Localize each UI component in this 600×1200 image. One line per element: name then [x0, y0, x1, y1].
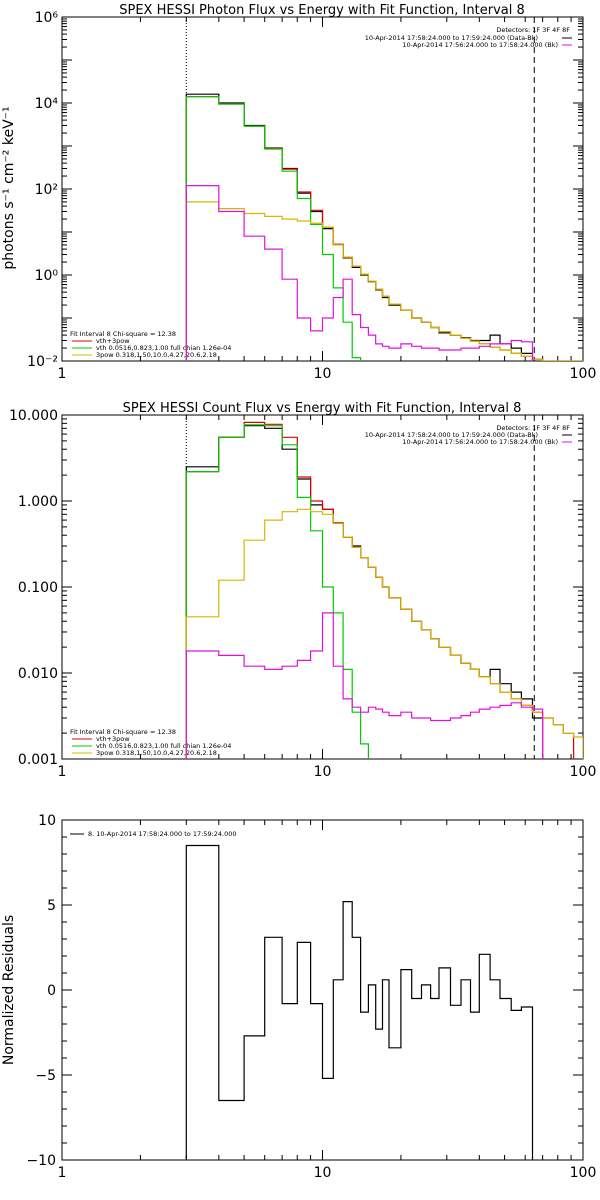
- count-fit-header: Fit Interval 8 Chi-square = 12.38: [70, 728, 176, 736]
- y-tick-label: −10: [26, 1153, 56, 1169]
- photon-legend-left-2-text: 3pow 0.318,1.50,10.0,4.27,20.6,2.18: [96, 351, 217, 359]
- photon-legend-left-1-text: vth 0.0516,0.823,1.00 full chian 1.26e-0…: [96, 344, 231, 352]
- y-tick-label: 10²: [35, 182, 58, 198]
- x-tick-label: 100: [570, 366, 597, 382]
- count-legend-left-1-text: vth 0.0516,0.823,1.00 full chian 1.26e-0…: [96, 742, 231, 750]
- plot-frame: [61, 819, 584, 1161]
- y-tick-label: 10⁴: [35, 96, 59, 112]
- x-tick-label: 10: [314, 1165, 332, 1181]
- photon-detectors-text: Detectors: 1F 3F 4F 8F: [496, 26, 570, 34]
- photon-flux-panel: SPEX HESSI Photon Flux vs Energy with Fi…: [1, 3, 596, 382]
- series-line-3pow: [185, 201, 583, 361]
- photon-flux-title: SPEX HESSI Photon Flux vs Energy with Fi…: [119, 3, 525, 18]
- plot-frame: [61, 16, 584, 362]
- count-legend-left-0-text: vth+3pow: [96, 735, 130, 743]
- x-tick-label: 100: [570, 764, 597, 780]
- count-legend-right-0-text: 10-Apr-2014 17:58:24.000 to 17:59:24.000…: [365, 431, 538, 439]
- photon-flux-ylabel: photons s⁻¹ cm⁻² keV⁻¹: [1, 106, 17, 269]
- photon-fit-header: Fit Interval 8 Chi-square = 12.38: [70, 330, 176, 338]
- y-tick-label: 0.100: [18, 580, 58, 596]
- residuals-ylabel: Normalized Residuals: [1, 915, 17, 1065]
- y-tick-label: 10: [38, 813, 56, 829]
- residuals-panel: Normalized Residuals 8. 10-Apr-2014 17:5…: [1, 813, 596, 1181]
- y-tick-label: 10⁰: [35, 268, 59, 284]
- y-tick-label: 1.000: [18, 494, 58, 510]
- y-tick-label: 10⁻²: [27, 354, 58, 370]
- x-tick-label: 100: [570, 1165, 597, 1181]
- series-line-bk: [185, 612, 544, 759]
- count-legend-right-1-text: 10-Apr-2014 17:56:24.000 to 17:58:24.000…: [402, 438, 558, 446]
- y-tick-label: 0: [47, 983, 56, 999]
- photon-legend-left-0-text: vth+3pow: [96, 337, 130, 345]
- y-tick-label: 5: [47, 898, 56, 914]
- x-tick-label: 1: [58, 764, 67, 780]
- series-line-3pow: [185, 508, 583, 759]
- y-tick-label: 10⁶: [35, 10, 59, 26]
- residuals-legend-text: 8. 10-Apr-2014 17:58:24.000 to 17:59:24.…: [88, 830, 237, 838]
- count-flux-title: SPEX HESSI Count Flux vs Energy with Fit…: [123, 401, 522, 416]
- y-tick-label: −5: [35, 1068, 56, 1084]
- series-line-bk: [185, 185, 534, 361]
- photon-legend-right-1-text: 10-Apr-2014 17:56:24.000 to 17:58:24.000…: [402, 41, 558, 49]
- series-line-vth: [185, 96, 362, 361]
- y-tick-label: 0.010: [18, 666, 58, 682]
- x-tick-label: 10: [314, 366, 332, 382]
- series-line-vth-3pow: [185, 96, 583, 361]
- count-flux-panel: SPEX HESSI Count Flux vs Energy with Fit…: [9, 401, 596, 780]
- x-tick-label: 1: [58, 1165, 67, 1181]
- series-line-data-bk: [185, 93, 534, 361]
- photon-legend-right-0-text: 10-Apr-2014 17:58:24.000 to 17:59:24.000…: [365, 34, 538, 42]
- count-legend-left-2-text: 3pow 0.318,1.50,10.0,4.27,20.6,2.18: [96, 749, 217, 757]
- count-detectors-text: Detectors: 1F 3F 4F 8F: [496, 424, 570, 432]
- y-tick-label: 0.001: [18, 752, 58, 768]
- x-tick-label: 1: [58, 366, 67, 382]
- series-line-vth: [185, 424, 369, 759]
- x-tick-label: 10: [314, 764, 332, 780]
- y-tick-label: 10.000: [9, 408, 58, 424]
- series-line-8-10-apr-2014-17-58-24-000-to-17-59-24-000: [185, 844, 534, 1160]
